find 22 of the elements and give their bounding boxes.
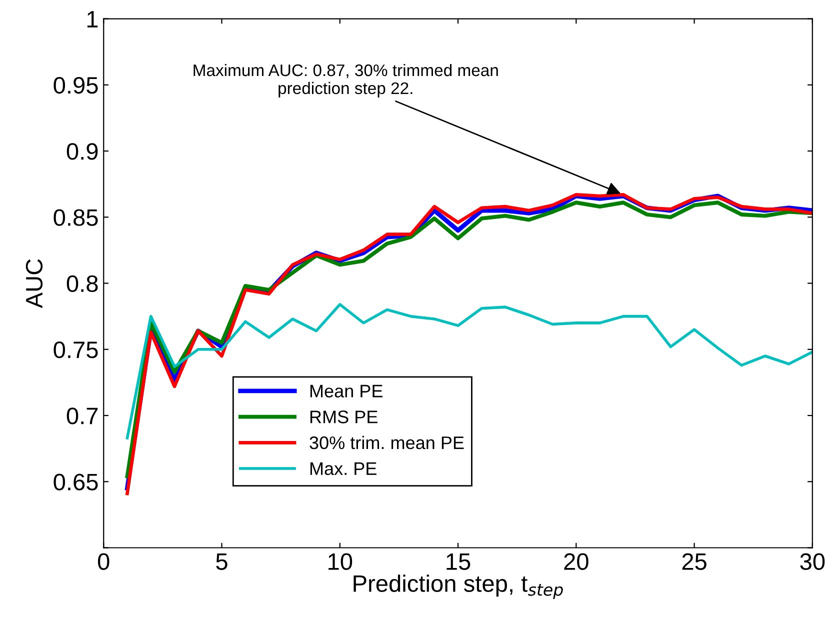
y-tick-label: 0.7 — [66, 408, 98, 424]
y-tick-label: 0.75 — [54, 341, 98, 358]
x-tick-label: 0 — [98, 553, 110, 570]
x-tick-label: 25 — [682, 553, 706, 570]
y-tick-label: 0.65 — [54, 474, 98, 490]
annotation: Maximum AUC: 0.87, 30% trimmed mean prediction step 22. — [194, 64, 498, 98]
y-axis-title: AUC — [26, 259, 43, 308]
x-tick-label: 20 — [564, 553, 588, 570]
y-tick-label: 0.9 — [66, 143, 98, 160]
x-tick-label: 30 — [800, 553, 825, 570]
x-tick-label: 10 — [328, 553, 352, 570]
legend-label: Mean PE — [310, 384, 382, 398]
y-tick-label: 0.95 — [54, 76, 98, 94]
legend-label: RMS PE — [310, 410, 378, 424]
y-tick-label: 0.85 — [54, 209, 98, 226]
y-tick-label: 1 — [87, 11, 98, 28]
x-tick-label: 5 — [216, 553, 228, 570]
x-tick-label: 15 — [446, 553, 470, 570]
x-axis-title: Prediction step, t$_{step}$ — [354, 574, 563, 600]
legend-label: Max. PE — [310, 462, 376, 476]
legend-label: 30% trim. mean PE — [310, 436, 464, 450]
y-tick-label: 0.8 — [66, 275, 98, 292]
